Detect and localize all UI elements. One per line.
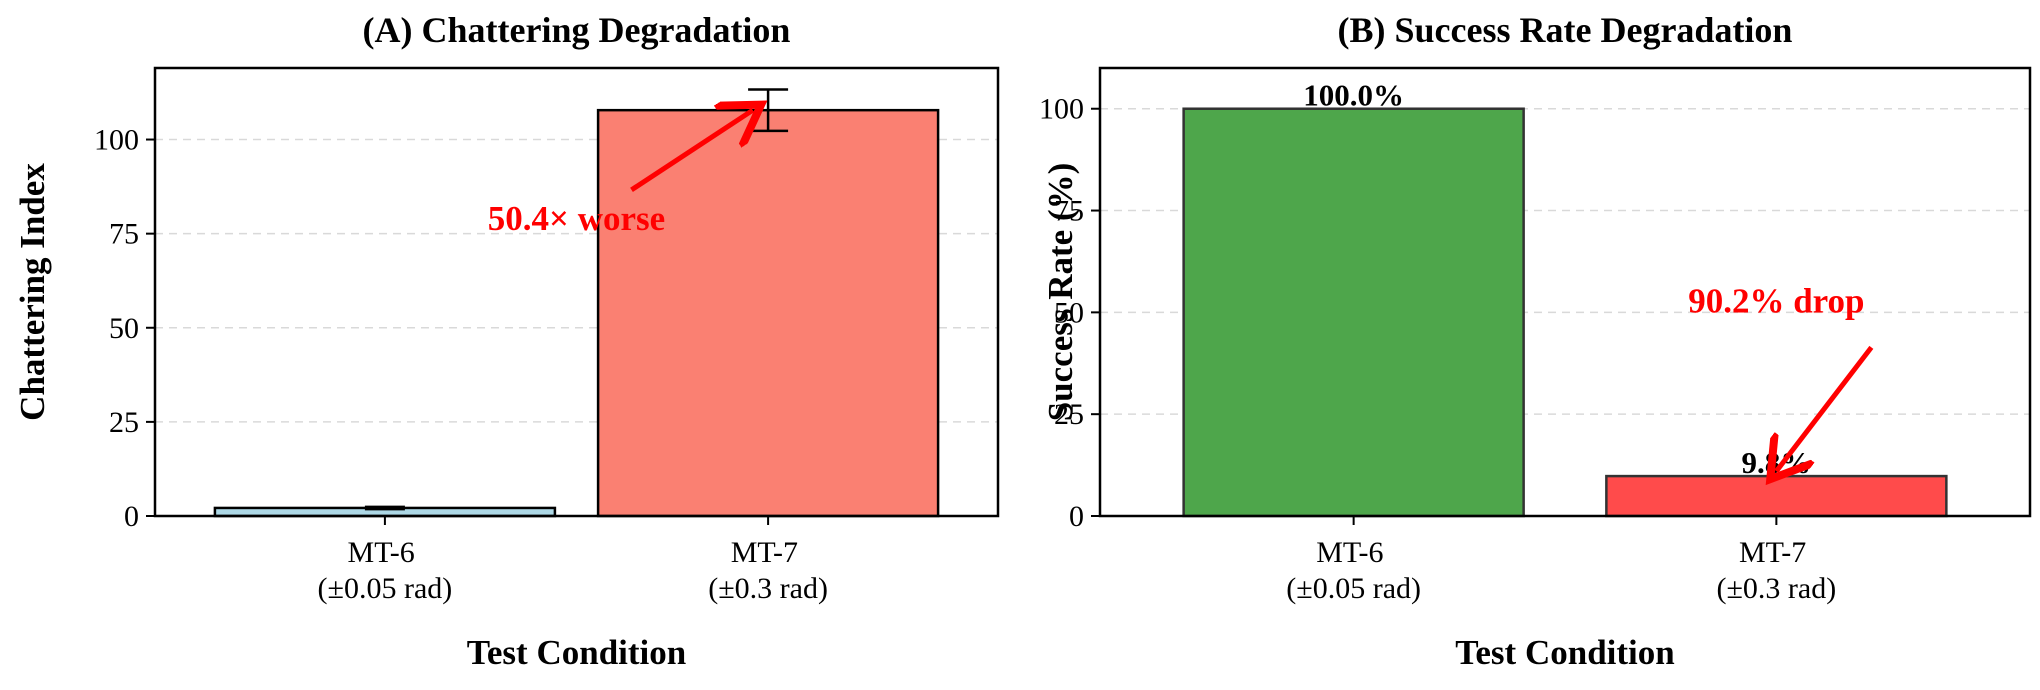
chart-panel-b: (B) Success Rate Degradation 100.0%9.8% … xyxy=(1039,10,2032,672)
x-tick-label: MT-6 (±0.05 rad) xyxy=(318,536,453,605)
plot-frame xyxy=(1098,66,2032,518)
annotation-text: 50.4× worse xyxy=(488,199,665,238)
annotation-arrow xyxy=(1776,345,1874,471)
bar-value-label: 9.8% xyxy=(1741,445,1811,480)
x-axis-label: Test Condition xyxy=(1455,633,1674,672)
x-axis-ticks: MT-6 (±0.05 rad) MT-7 (±0.3 rad) xyxy=(318,516,828,605)
bar-mt-6 xyxy=(1182,107,1525,518)
y-tick-label: 75 xyxy=(1054,195,1084,228)
x-tick-mt-6: MT-6 (±0.05 rad) xyxy=(1286,516,1421,605)
error-bar xyxy=(364,505,405,511)
chart-title: (B) Success Rate Degradation xyxy=(1338,10,1793,50)
y-tick-label: 50 xyxy=(1054,296,1084,329)
bar-mt-7 xyxy=(596,108,940,518)
chart-title: (A) Chattering Degradation xyxy=(363,10,791,50)
y-axis-ticks: 0 25 50 75 100 xyxy=(94,124,155,533)
y-tick-label: 0 xyxy=(124,500,139,533)
chart-panel-a: (A) Chattering Degradation 0 25 50 75 100 MT… xyxy=(13,10,1000,672)
y-axis-label: Chattering Index xyxy=(13,163,52,421)
annotation-text: 90.2% drop xyxy=(1688,281,1864,320)
annotation-arrow xyxy=(630,110,753,192)
y-tick-label: 100 xyxy=(94,124,139,157)
x-tick-mt-7: MT-7 (±0.3 rad) xyxy=(1716,516,1836,605)
y-tick-label: 100 xyxy=(1039,93,1084,126)
bar-value-label: 100.0% xyxy=(1303,78,1404,113)
x-tick-label: MT-7 (±0.3 rad) xyxy=(708,536,828,605)
x-tick-label: MT-6 (±0.05 rad) xyxy=(1286,536,1421,605)
y-axis-label: Success Rate (%) xyxy=(1041,163,1080,422)
y-tick-label: 25 xyxy=(109,406,139,439)
plot-frame xyxy=(153,66,1000,518)
y-axis-ticks: 0 25 50 75 100 xyxy=(1039,93,1100,533)
bars xyxy=(213,108,940,518)
x-tick-mt-7: MT-7 (±0.3 rad) xyxy=(708,516,828,605)
x-tick-mt-6: MT-6 (±0.05 rad) xyxy=(318,516,453,605)
y-tick-label: 0 xyxy=(1069,500,1084,533)
x-tick-label: MT-7 (±0.3 rad) xyxy=(1716,536,1836,605)
x-axis-label: Test Condition xyxy=(467,633,686,672)
y-tick-label: 75 xyxy=(109,218,139,251)
y-tick-label: 50 xyxy=(109,312,139,345)
y-tick-label: 25 xyxy=(1054,398,1084,431)
bar-mt-7 xyxy=(1605,474,1948,518)
x-axis-ticks: MT-6 (±0.05 rad) MT-7 (±0.3 rad) xyxy=(1286,516,1836,605)
